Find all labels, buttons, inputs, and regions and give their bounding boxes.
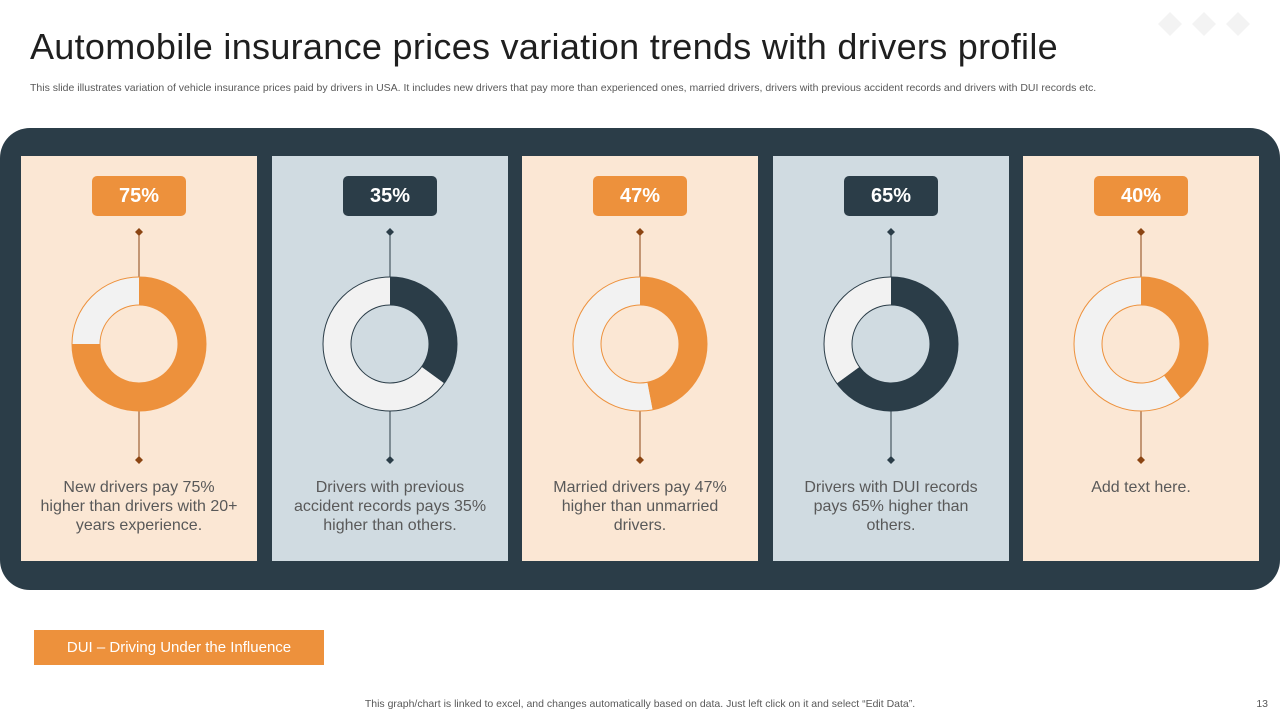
connector-diamond-top bbox=[1137, 228, 1145, 236]
donut-slice-value bbox=[836, 277, 958, 411]
connector-diamond-bottom bbox=[636, 456, 644, 464]
card-description: Drivers with DUI records pays 65% higher… bbox=[804, 479, 978, 534]
donut-slice-value bbox=[390, 277, 457, 384]
donut-chart bbox=[823, 228, 959, 464]
card-description: Add text here. bbox=[1091, 479, 1191, 496]
dui-legend-note: DUI – Driving Under the Influence bbox=[34, 630, 324, 665]
donut-outer-ring bbox=[572, 276, 708, 412]
percentage-badge: 47% bbox=[593, 176, 687, 216]
connector-diamond-bottom bbox=[887, 456, 895, 464]
donut-outer-ring bbox=[823, 276, 959, 412]
connector-diamond-bottom bbox=[1137, 456, 1145, 464]
stat-card-placeholder: 40% Add text here. bbox=[1023, 156, 1259, 561]
donut-outer-ring bbox=[71, 276, 207, 412]
connector-diamond-top bbox=[135, 228, 143, 236]
page-number: 13 bbox=[1256, 698, 1268, 710]
donut-chart bbox=[572, 228, 708, 464]
donut-slice-value bbox=[72, 277, 206, 411]
donut-inner-ring bbox=[1101, 304, 1181, 384]
page-subtitle: This slide illustrates variation of vehi… bbox=[30, 82, 1097, 94]
footer-note: This graph/chart is linked to excel, and… bbox=[364, 698, 916, 710]
connector-diamond-top bbox=[386, 228, 394, 236]
connector-diamond-bottom bbox=[386, 456, 394, 464]
donut-inner-ring bbox=[600, 304, 680, 384]
connector-diamond-top bbox=[887, 228, 895, 236]
connector-diamond-bottom bbox=[135, 456, 143, 464]
donut-outer-ring bbox=[322, 276, 458, 412]
connector-diamond-top bbox=[636, 228, 644, 236]
stat-card-married-drivers: 47% Married drivers pay 47% higher than … bbox=[522, 156, 758, 561]
donut-inner-ring bbox=[851, 304, 931, 384]
donut-chart bbox=[1073, 228, 1209, 464]
donut-slice-value bbox=[640, 277, 707, 410]
donut-slice-remainder bbox=[573, 277, 653, 411]
donut-slice-value bbox=[1141, 277, 1208, 399]
card-description: Married drivers pay 47% higher than unma… bbox=[553, 479, 727, 534]
percentage-badge: 40% bbox=[1094, 176, 1188, 216]
donut-slice-remainder bbox=[72, 277, 139, 344]
decorative-diamonds-icon bbox=[1158, 12, 1250, 36]
page-title: Automobile insurance prices variation tr… bbox=[30, 26, 1058, 67]
stat-card-new-drivers: 75% New drivers pay 75% higher than driv… bbox=[21, 156, 257, 561]
percentage-badge: 65% bbox=[844, 176, 938, 216]
donut-inner-ring bbox=[99, 304, 179, 384]
donut-slice-remainder bbox=[322, 277, 445, 411]
stat-card-dui-records: 65% Drivers with DUI records pays 65% hi… bbox=[773, 156, 1009, 561]
stat-card-accident-records: 35% Drivers with previous accident recor… bbox=[272, 156, 508, 561]
card-description: New drivers pay 75% higher than drivers … bbox=[40, 479, 238, 534]
donut-chart bbox=[71, 228, 207, 464]
donut-outer-ring bbox=[1073, 276, 1209, 412]
donut-slice-remainder bbox=[824, 277, 891, 384]
card-description: Drivers with previous accident records p… bbox=[293, 479, 487, 534]
donut-chart bbox=[322, 228, 458, 464]
donut-inner-ring bbox=[350, 304, 430, 384]
donut-slice-remainder bbox=[1074, 277, 1181, 411]
percentage-badge: 75% bbox=[92, 176, 186, 216]
percentage-badge: 35% bbox=[343, 176, 437, 216]
